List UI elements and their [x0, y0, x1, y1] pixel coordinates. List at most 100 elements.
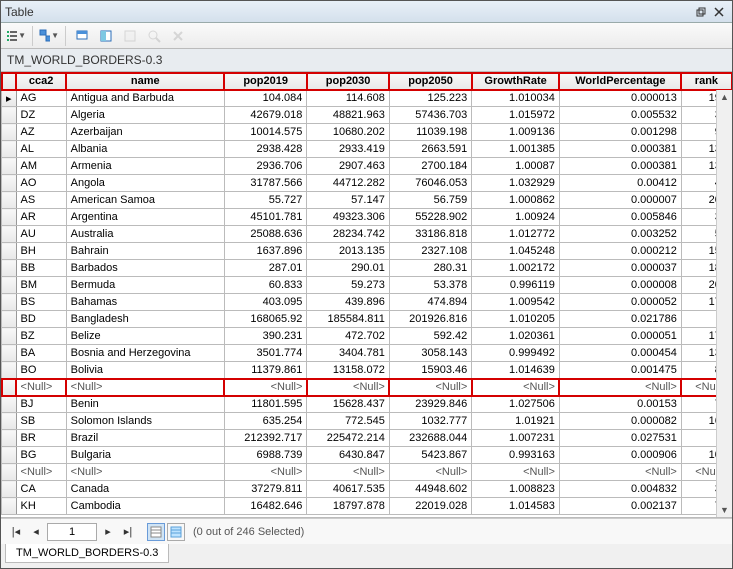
cell[interactable]: 0.001298	[559, 124, 681, 141]
table-row[interactable]: BABosnia and Herzegovina3501.7743404.781…	[2, 345, 732, 362]
cell[interactable]: 0.000008	[559, 277, 681, 294]
cell[interactable]: 0.000007	[559, 192, 681, 209]
column-header[interactable]: rank	[681, 73, 731, 90]
cell[interactable]: 31787.566	[224, 175, 306, 192]
cell[interactable]: 5423.867	[389, 447, 471, 464]
table-row[interactable]: BHBahrain1637.8962013.1352327.1081.04524…	[2, 243, 732, 260]
cell[interactable]: AZ	[16, 124, 66, 141]
cell[interactable]: BR	[16, 430, 66, 447]
table-row[interactable]: AUAustralia25088.63628234.74233186.8181.…	[2, 226, 732, 243]
cell[interactable]: 0.005846	[559, 209, 681, 226]
row-selector[interactable]	[2, 311, 17, 328]
cell[interactable]: 0.996119	[472, 277, 560, 294]
column-header[interactable]: pop2030	[307, 73, 389, 90]
cell[interactable]: AO	[16, 175, 66, 192]
cell[interactable]: BM	[16, 277, 66, 294]
cell[interactable]: 76046.053	[389, 175, 471, 192]
table-row[interactable]: BSBahamas403.095439.896474.8941.0095420.…	[2, 294, 732, 311]
table-row[interactable]: BRBrazil212392.717225472.214232688.0441.…	[2, 430, 732, 447]
clear-selection-button[interactable]	[119, 25, 141, 47]
cell[interactable]: AL	[16, 141, 66, 158]
first-record-button[interactable]: |◂	[7, 523, 25, 541]
cell[interactable]: 125.223	[389, 90, 471, 107]
cell[interactable]: 13158.072	[307, 362, 389, 379]
prev-record-button[interactable]: ◂	[27, 523, 45, 541]
table-row[interactable]: BDBangladesh168065.92185584.811201926.81…	[2, 311, 732, 328]
row-selector[interactable]	[2, 413, 17, 430]
cell[interactable]: <Null>	[307, 379, 389, 396]
cell[interactable]: Benin	[66, 396, 224, 413]
cell[interactable]: 3501.774	[224, 345, 306, 362]
table-tab[interactable]: TM_WORLD_BORDERS-0.3	[5, 544, 169, 563]
select-by-attributes-button[interactable]	[71, 25, 93, 47]
row-selector[interactable]	[2, 328, 17, 345]
cell[interactable]: 2327.108	[389, 243, 471, 260]
cell[interactable]: 2700.184	[389, 158, 471, 175]
cell[interactable]: 592.42	[389, 328, 471, 345]
cell[interactable]: 2936.706	[224, 158, 306, 175]
cell[interactable]: 0.000051	[559, 328, 681, 345]
cell[interactable]: 2938.428	[224, 141, 306, 158]
cell[interactable]: <Null>	[16, 464, 66, 481]
cell[interactable]: 59.273	[307, 277, 389, 294]
cell[interactable]: <Null>	[559, 379, 681, 396]
cell[interactable]: <Null>	[472, 379, 560, 396]
cell[interactable]: SB	[16, 413, 66, 430]
cell[interactable]: 57436.703	[389, 107, 471, 124]
cell[interactable]: Angola	[66, 175, 224, 192]
cell[interactable]: 772.545	[307, 413, 389, 430]
cell[interactable]: 0.000052	[559, 294, 681, 311]
table-row[interactable]: CACanada37279.81140617.53544948.6021.008…	[2, 481, 732, 498]
cell[interactable]: 1032.777	[389, 413, 471, 430]
cell[interactable]: 1.020361	[472, 328, 560, 345]
cell[interactable]: 0.000906	[559, 447, 681, 464]
cell[interactable]: BA	[16, 345, 66, 362]
table-row[interactable]: BOBolivia11379.86113158.07215903.461.014…	[2, 362, 732, 379]
cell[interactable]: 0.000381	[559, 141, 681, 158]
cell[interactable]: 114.608	[307, 90, 389, 107]
cell[interactable]: <Null>	[224, 464, 306, 481]
next-record-button[interactable]: ▸	[99, 523, 117, 541]
row-selector[interactable]	[2, 396, 17, 413]
cell[interactable]: 1.015972	[472, 107, 560, 124]
cell[interactable]: 10014.575	[224, 124, 306, 141]
table-row[interactable]: BMBermuda60.83359.27353.3780.9961190.000…	[2, 277, 732, 294]
restore-button[interactable]	[692, 4, 710, 20]
cell[interactable]: 201926.816	[389, 311, 471, 328]
cell[interactable]: 33186.818	[389, 226, 471, 243]
cell[interactable]: BJ	[16, 396, 66, 413]
cell[interactable]: 0.004832	[559, 481, 681, 498]
related-tables-button[interactable]: ▼	[38, 25, 60, 47]
cell[interactable]: 2933.419	[307, 141, 389, 158]
cell[interactable]: 104.084	[224, 90, 306, 107]
cell[interactable]: 18797.878	[307, 498, 389, 515]
cell[interactable]: AG	[16, 90, 66, 107]
cell[interactable]: <Null>	[224, 379, 306, 396]
cell[interactable]: 11801.595	[224, 396, 306, 413]
cell[interactable]: <Null>	[66, 379, 224, 396]
cell[interactable]: 280.31	[389, 260, 471, 277]
cell[interactable]: 44712.282	[307, 175, 389, 192]
cell[interactable]: 185584.811	[307, 311, 389, 328]
cell[interactable]: 1.009542	[472, 294, 560, 311]
column-header[interactable]: cca2	[16, 73, 66, 90]
cell[interactable]: 1.002172	[472, 260, 560, 277]
cell[interactable]: 0.005532	[559, 107, 681, 124]
table-options-button[interactable]: ▼	[5, 25, 27, 47]
cell[interactable]: DZ	[16, 107, 66, 124]
row-selector[interactable]	[2, 158, 17, 175]
row-selector[interactable]	[2, 192, 17, 209]
cell[interactable]: 1637.896	[224, 243, 306, 260]
cell[interactable]: 0.999492	[472, 345, 560, 362]
cell[interactable]: Bulgaria	[66, 447, 224, 464]
cell[interactable]: Azerbaijan	[66, 124, 224, 141]
cell[interactable]: CA	[16, 481, 66, 498]
cell[interactable]: 60.833	[224, 277, 306, 294]
cell[interactable]: 1.01921	[472, 413, 560, 430]
cell[interactable]: 439.896	[307, 294, 389, 311]
cell[interactable]: Bermuda	[66, 277, 224, 294]
cell[interactable]: Belize	[66, 328, 224, 345]
cell[interactable]: Argentina	[66, 209, 224, 226]
cell[interactable]: AM	[16, 158, 66, 175]
table-row[interactable]: <Null><Null><Null><Null><Null><Null><Nul…	[2, 379, 732, 396]
